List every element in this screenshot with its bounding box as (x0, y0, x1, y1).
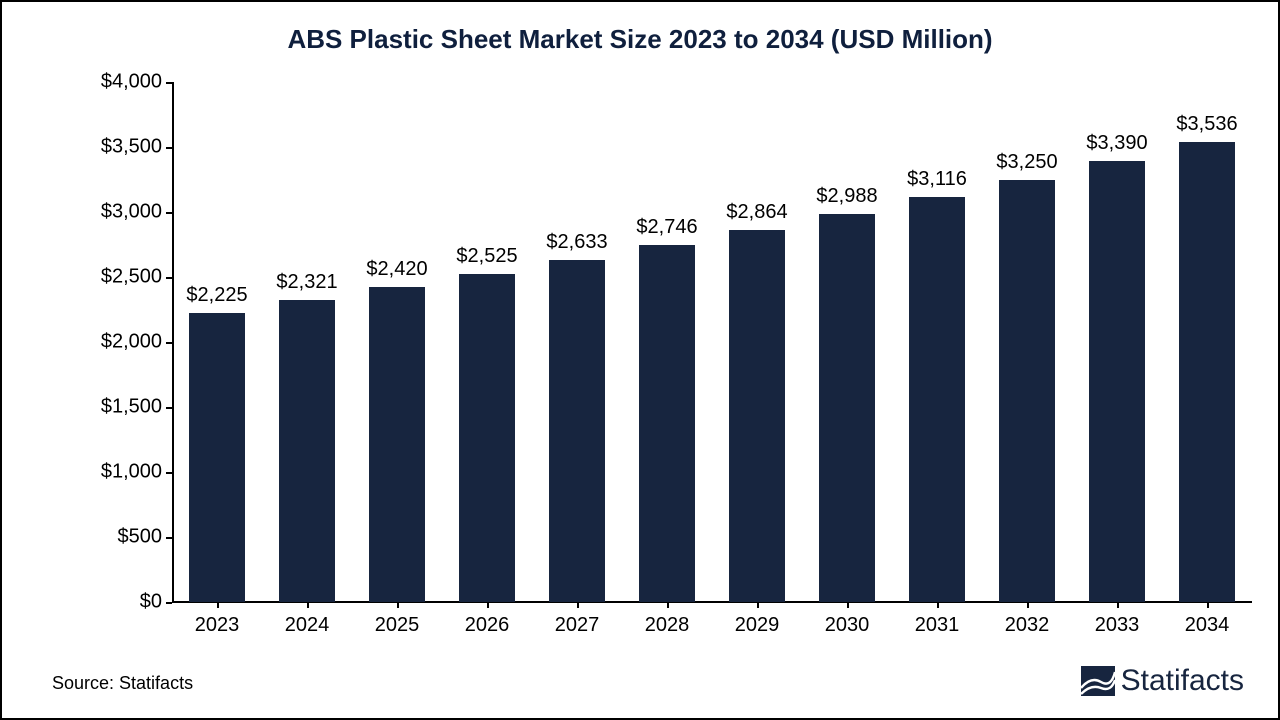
bar (459, 274, 515, 602)
y-tick (166, 602, 172, 604)
x-tick-label: 2027 (555, 614, 600, 637)
bar (1179, 142, 1235, 602)
x-tick-label: 2029 (735, 614, 780, 637)
bar-value-label: $3,116 (907, 168, 967, 191)
bar-value-label: $3,250 (996, 151, 1057, 174)
chart-frame: ABS Plastic Sheet Market Size 2023 to 20… (0, 0, 1280, 720)
x-tick (307, 602, 309, 608)
bar (909, 197, 965, 602)
y-tick-label: $3,000 (72, 201, 162, 224)
x-tick-label: 2034 (1185, 614, 1230, 637)
x-tick (1027, 602, 1029, 608)
source-label: Source: Statifacts (52, 673, 193, 694)
x-tick (487, 602, 489, 608)
y-tick-label: $1,000 (72, 461, 162, 484)
y-tick-label: $0 (72, 591, 162, 614)
y-axis (172, 82, 174, 602)
x-tick-label: 2030 (825, 614, 870, 637)
y-tick-label: $4,000 (72, 71, 162, 94)
x-tick (1207, 602, 1209, 608)
x-tick-label: 2024 (285, 614, 330, 637)
y-tick (166, 342, 172, 344)
x-tick-label: 2025 (375, 614, 420, 637)
chart-title: ABS Plastic Sheet Market Size 2023 to 20… (2, 24, 1278, 55)
brand-name: Statifacts (1121, 664, 1244, 698)
y-tick (166, 277, 172, 279)
y-tick (166, 212, 172, 214)
brand-icon (1081, 666, 1115, 696)
bar-value-label: $3,536 (1176, 113, 1237, 136)
x-tick-label: 2028 (645, 614, 690, 637)
x-tick (757, 602, 759, 608)
y-tick-label: $2,000 (72, 331, 162, 354)
bar (729, 230, 785, 602)
bar (639, 245, 695, 602)
plot-area: $0$500$1,000$1,500$2,000$2,500$3,000$3,5… (172, 82, 1252, 602)
bar-value-label: $2,225 (186, 284, 247, 307)
bar (819, 214, 875, 602)
bar-value-label: $2,988 (816, 185, 877, 208)
bar (189, 313, 245, 602)
y-tick-label: $2,500 (72, 266, 162, 289)
x-tick (217, 602, 219, 608)
bar-value-label: $2,746 (636, 216, 697, 239)
x-tick (577, 602, 579, 608)
bar (549, 260, 605, 602)
bar-value-label: $2,321 (276, 271, 337, 294)
x-tick-label: 2023 (195, 614, 240, 637)
y-tick-label: $1,500 (72, 396, 162, 419)
x-tick (847, 602, 849, 608)
y-tick (166, 537, 172, 539)
brand-logo: Statifacts (1081, 664, 1244, 698)
x-tick (397, 602, 399, 608)
y-tick (166, 147, 172, 149)
y-tick-label: $3,500 (72, 136, 162, 159)
bar (1089, 161, 1145, 602)
bar-value-label: $2,864 (726, 201, 787, 224)
y-tick (166, 472, 172, 474)
bar (369, 287, 425, 602)
bar-value-label: $2,420 (366, 258, 427, 281)
x-tick-label: 2032 (1005, 614, 1050, 637)
y-tick (166, 82, 172, 84)
x-tick-label: 2033 (1095, 614, 1140, 637)
y-tick (166, 407, 172, 409)
x-tick-label: 2031 (915, 614, 960, 637)
x-tick (667, 602, 669, 608)
x-tick-label: 2026 (465, 614, 510, 637)
bar-value-label: $2,525 (456, 245, 517, 268)
y-tick-label: $500 (72, 526, 162, 549)
x-tick (937, 602, 939, 608)
x-tick (1117, 602, 1119, 608)
bar (279, 300, 335, 602)
bar (999, 180, 1055, 603)
bar-value-label: $2,633 (546, 231, 607, 254)
bar-value-label: $3,390 (1086, 132, 1147, 155)
